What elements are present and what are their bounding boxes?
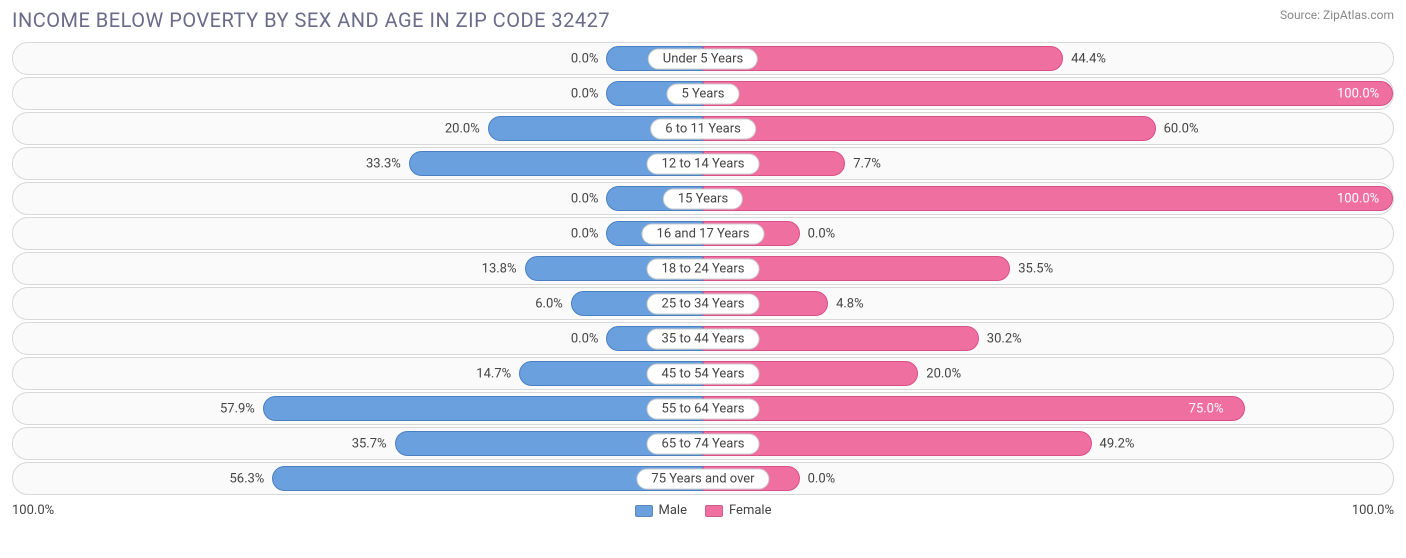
- category-label: 6 to 11 Years: [650, 118, 756, 139]
- category-label: Under 5 Years: [648, 48, 758, 69]
- category-label: 12 to 14 Years: [647, 153, 760, 174]
- chart-row: 35.7% 49.2% 65 to 74 Years: [12, 427, 1394, 460]
- category-label: 16 and 17 Years: [642, 223, 765, 244]
- chart-row: 56.3% 0.0% 75 Years and over: [12, 462, 1394, 495]
- male-value-label: 0.0%: [571, 51, 599, 66]
- category-label: 15 Years: [663, 188, 743, 209]
- female-value-label: 7.7%: [853, 156, 881, 171]
- category-label: 65 to 74 Years: [647, 433, 760, 454]
- male-value-label: 13.8%: [482, 261, 517, 276]
- axis-right-max: 100.0%: [1352, 503, 1394, 518]
- female-value-label: 60.0%: [1164, 121, 1199, 136]
- male-bar: [263, 396, 703, 421]
- chart-row: 57.9% 75.0% 55 to 64 Years: [12, 392, 1394, 425]
- female-bar: [703, 431, 1092, 456]
- female-bar: [703, 186, 1393, 211]
- chart-title: INCOME BELOW POVERTY BY SEX AND AGE IN Z…: [12, 8, 610, 32]
- legend-item-male: Male: [635, 503, 687, 518]
- category-label: 5 Years: [666, 83, 739, 104]
- legend-item-female: Female: [705, 503, 771, 518]
- category-label: 18 to 24 Years: [647, 258, 760, 279]
- male-value-label: 56.3%: [229, 471, 264, 486]
- chart-row: 6.0% 4.8% 25 to 34 Years: [12, 287, 1394, 320]
- chart-row: 0.0% 100.0% 5 Years: [12, 77, 1394, 110]
- female-value-label: 30.2%: [987, 331, 1022, 346]
- male-value-label: 0.0%: [571, 226, 599, 241]
- female-value-label: 49.2%: [1100, 436, 1135, 451]
- female-value-label: 35.5%: [1018, 261, 1053, 276]
- female-value-label: 100.0%: [1337, 86, 1379, 101]
- chart-row: 0.0% 100.0% 15 Years: [12, 182, 1394, 215]
- legend-female-label: Female: [729, 503, 771, 518]
- category-label: 45 to 54 Years: [647, 363, 760, 384]
- male-value-label: 6.0%: [535, 296, 563, 311]
- chart-row: 0.0% 30.2% 35 to 44 Years: [12, 322, 1394, 355]
- female-value-label: 75.0%: [1189, 401, 1224, 416]
- female-bar: [703, 396, 1245, 421]
- male-value-label: 14.7%: [476, 366, 511, 381]
- male-value-label: 33.3%: [366, 156, 401, 171]
- chart-row: 13.8% 35.5% 18 to 24 Years: [12, 252, 1394, 285]
- male-value-label: 35.7%: [352, 436, 387, 451]
- female-swatch-icon: [705, 505, 723, 517]
- female-bar: [703, 81, 1393, 106]
- female-bar: [703, 116, 1156, 141]
- category-label: 55 to 64 Years: [647, 398, 760, 419]
- male-value-label: 0.0%: [571, 86, 599, 101]
- axis-left-max: 100.0%: [12, 503, 54, 518]
- male-value-label: 0.0%: [571, 331, 599, 346]
- chart-row: 20.0% 60.0% 6 to 11 Years: [12, 112, 1394, 145]
- chart-area: 0.0% 44.4% Under 5 Years 0.0% 100.0% 5 Years 2…: [12, 42, 1394, 495]
- chart-row: 33.3% 7.7% 12 to 14 Years: [12, 147, 1394, 180]
- chart-row: 14.7% 20.0% 45 to 54 Years: [12, 357, 1394, 390]
- female-value-label: 4.8%: [836, 296, 864, 311]
- category-label: 35 to 44 Years: [647, 328, 760, 349]
- chart-row: 0.0% 0.0% 16 and 17 Years: [12, 217, 1394, 250]
- female-value-label: 0.0%: [808, 226, 836, 241]
- female-value-label: 100.0%: [1337, 191, 1379, 206]
- male-swatch-icon: [635, 505, 653, 517]
- category-label: 75 Years and over: [636, 468, 769, 489]
- female-value-label: 0.0%: [808, 471, 836, 486]
- source-label: Source: ZipAtlas.com: [1280, 8, 1394, 22]
- chart-row: 0.0% 44.4% Under 5 Years: [12, 42, 1394, 75]
- female-value-label: 20.0%: [926, 366, 961, 381]
- male-value-label: 0.0%: [571, 191, 599, 206]
- male-value-label: 20.0%: [445, 121, 480, 136]
- legend-male-label: Male: [659, 503, 687, 518]
- category-label: 25 to 34 Years: [647, 293, 760, 314]
- male-value-label: 57.9%: [220, 401, 255, 416]
- female-value-label: 44.4%: [1071, 51, 1106, 66]
- legend: Male Female: [635, 503, 772, 518]
